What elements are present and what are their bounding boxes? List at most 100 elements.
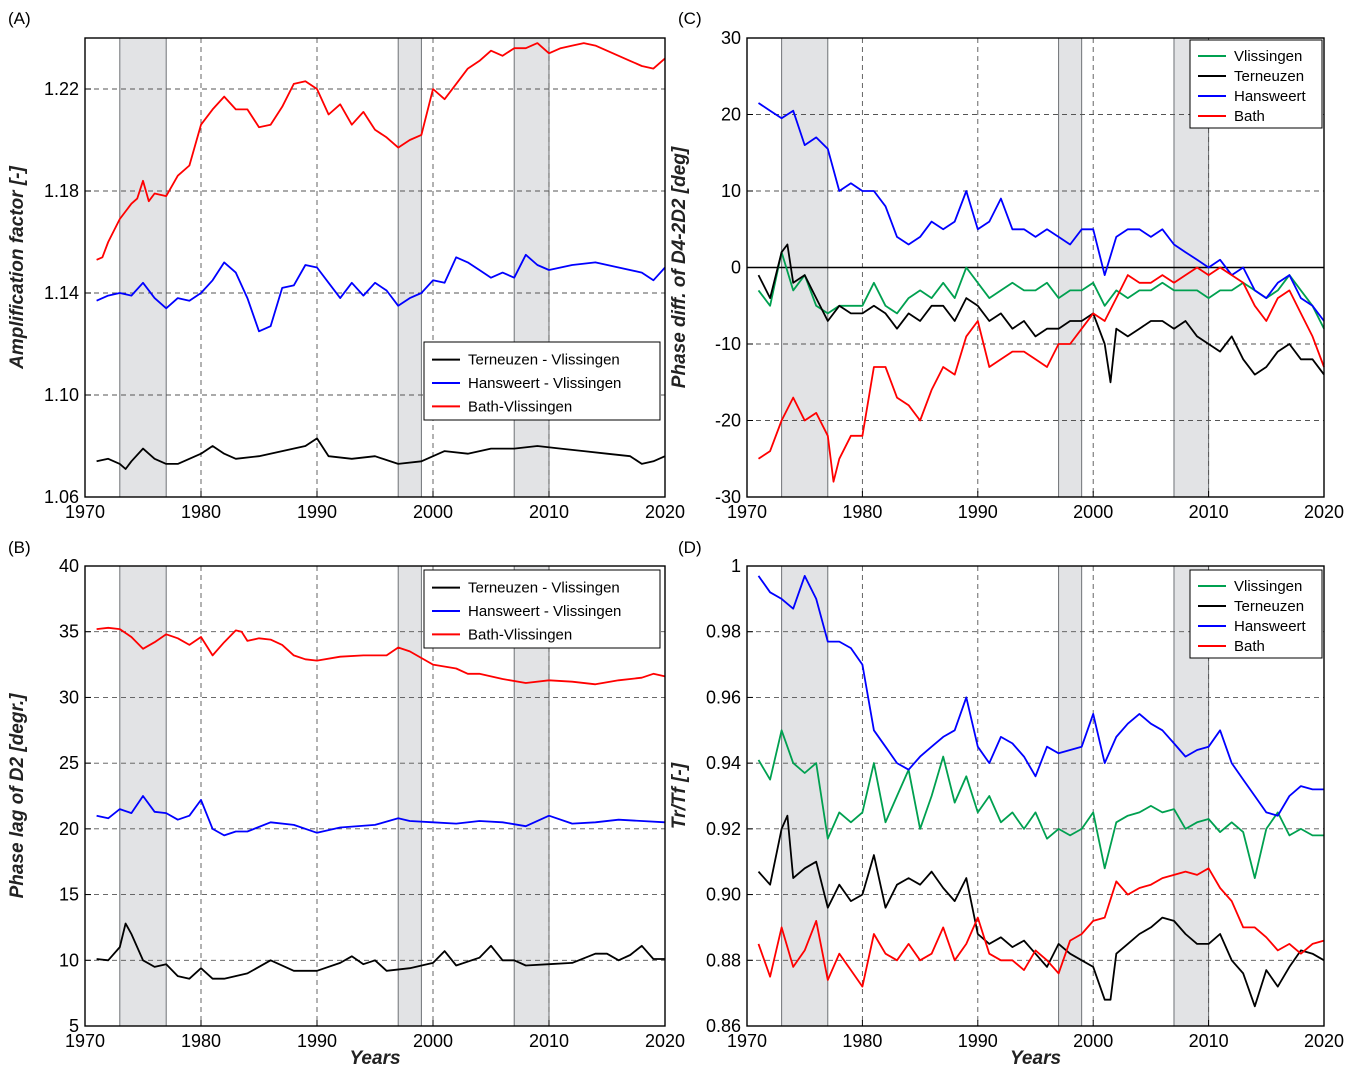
legend-entry-label: Bath-Vlissingen [468,626,572,643]
shaded-period-1 [119,37,167,498]
y-tick-label: 1.10 [44,385,79,405]
x-tick-label: 1970 [65,502,105,522]
x-tick-label: 2010 [1189,1031,1229,1051]
series-line-terneuzen-vlissingen [96,922,665,980]
plot-frame [84,565,666,1027]
x-tick-label: 1970 [727,1031,767,1051]
y-tick-label: 20 [721,105,741,125]
y-tick-label: 20 [59,819,79,839]
chart-panel-2: 1970 1980 1990 2000 2010 2020 5 10 15 20 25 30 35 40 (… [7,538,685,1066]
series-line-bath [757,867,1325,988]
legend-entry-label: Terneuzen [1234,598,1304,615]
plot-frame [84,37,666,498]
shaded-period-2 [397,37,422,498]
y-tick-label: 0.98 [706,622,741,642]
series-line-hansweert-vlissingen [96,795,666,837]
legend: Terneuzen - Vlissingen Hansweert - Vlissi… [423,341,661,421]
series-line-hansweert [758,102,1325,322]
y-axis-label: Tr/Tf [-] [669,762,690,829]
series-line-terneuzen [757,243,1325,384]
x-tick-label: 1990 [958,1031,998,1051]
y-tick-label: 40 [59,556,79,576]
x-tick-label: 2020 [1304,502,1344,522]
y-axis-label: Amplification factor [-] [7,165,28,369]
legend-entry-label: Terneuzen - Vlissingen [468,352,620,369]
x-tick-label: 1990 [297,502,337,522]
y-tick-label: 0.92 [706,819,741,839]
y-tick-label: 1.22 [44,79,79,99]
y-tick-label: -10 [715,334,741,354]
x-tick-label: 1980 [842,1031,882,1051]
x-tick-label: 1980 [842,502,882,522]
chart-panel-4: 1970 1980 1990 2000 2010 2020 0.86 0.88 0.90 0.92… [669,538,1344,1066]
panel-label: (D) [678,538,702,557]
y-tick-label: 30 [59,687,79,707]
x-tick-label: 2000 [1073,1031,1113,1051]
x-tick-label: 1980 [181,1031,221,1051]
legend-box [1189,569,1323,659]
y-tick-label: 0.96 [706,687,741,707]
legend-entry-label: Vlissingen [1234,48,1302,65]
y-tick-label: 10 [721,181,741,201]
y-tick-label: 0.90 [706,885,741,905]
y-tick-label: -30 [715,487,741,507]
y-tick-label: 25 [59,753,79,773]
series-line-hansweert [757,575,1324,817]
legend-entry-label: Hansweert [1234,88,1307,105]
x-tick-label: 2000 [413,502,453,522]
x-tick-label: 1990 [958,502,998,522]
x-tick-label: 2020 [645,502,685,522]
y-tick-label: 1.06 [44,487,79,507]
legend: Vlissingen Terneuzen Hansweert Bath [1189,39,1323,129]
x-tick-label: 2020 [1304,1031,1344,1051]
legend-entry-label: Terneuzen [1234,68,1304,85]
panel-label: (C) [678,9,702,28]
y-tick-label: 0.86 [706,1016,741,1036]
plot-frame [746,565,1325,1027]
y-tick-label: 15 [59,885,79,905]
y-tick-label: 35 [59,622,79,642]
chart-panel-3: 1970 1980 1990 2000 2010 2020 -30 -20 -10 0 10 20 30… [669,9,1344,522]
legend-box [423,341,661,421]
legend-entry-label: Bath-Vlissingen [468,398,572,415]
series-line-bath-vlissingen [96,42,666,261]
legend-entry-label: Bath [1234,638,1265,655]
series-line-terneuzen-vlissingen [96,437,666,470]
y-axis-label: Phase lag of D2 [degr.] [7,693,28,898]
x-tick-label: 2020 [645,1031,685,1051]
legend-box [1189,39,1323,129]
y-tick-label: 0.94 [706,753,741,773]
y-tick-label: 0 [731,258,741,278]
shaded-period-2 [1058,565,1083,1027]
x-tick-label: 1970 [65,1031,105,1051]
chart-panel-1: 1970 1980 1990 2000 2010 2020 1.06 1.10 1.14 1.18… [7,9,685,522]
x-tick-label: 2010 [1189,502,1229,522]
legend-entry-label: Hansweert - Vlissingen [468,603,621,620]
x-axis-label: Years [349,1048,400,1066]
y-tick-label: 5 [69,1016,79,1036]
x-tick-label: 1970 [727,502,767,522]
x-tick-label: 2000 [1073,502,1113,522]
y-tick-label: 1.14 [44,283,79,303]
y-tick-label: 10 [59,950,79,970]
series-line-bath-vlissingen [96,626,666,686]
series-line-hansweert-vlissingen [96,253,666,333]
legend-entry-label: Bath [1234,108,1265,125]
legend-entry-label: Hansweert - Vlissingen [468,375,621,392]
panel-label: (B) [8,538,31,557]
x-tick-label: 2010 [529,1031,569,1051]
legend-box [423,569,661,649]
legend-entry-label: Vlissingen [1234,578,1302,595]
x-axis-label: Years [1010,1048,1061,1066]
legend: Vlissingen Terneuzen Hansweert Bath [1189,569,1323,659]
legend-entry-label: Terneuzen - Vlissingen [468,580,620,597]
legend: Terneuzen - Vlissingen Hansweert - Vlissi… [423,569,661,649]
series-line-terneuzen [757,814,1325,1008]
series-line-bath [758,266,1325,483]
x-tick-label: 2000 [413,1031,453,1051]
legend-entry-label: Hansweert [1234,618,1307,635]
series-line-vlissingen [757,729,1324,879]
series-line-vlissingen [757,251,1325,330]
y-tick-label: 1.18 [44,181,79,201]
